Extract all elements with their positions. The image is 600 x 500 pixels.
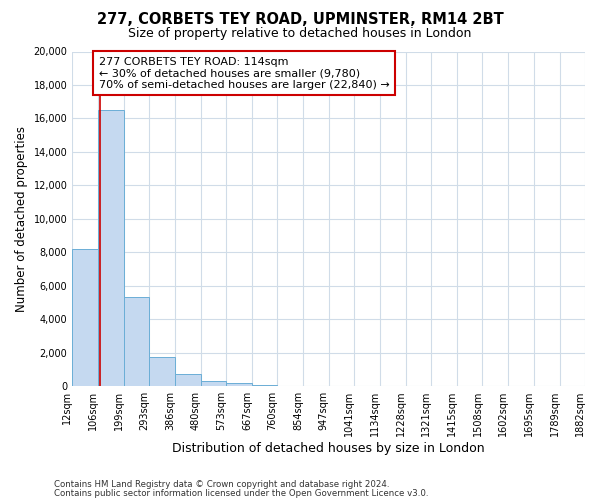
Text: Size of property relative to detached houses in London: Size of property relative to detached ho… — [128, 28, 472, 40]
Text: 277, CORBETS TEY ROAD, UPMINSTER, RM14 2BT: 277, CORBETS TEY ROAD, UPMINSTER, RM14 2… — [97, 12, 503, 28]
Bar — [175, 374, 200, 386]
Bar — [226, 382, 252, 386]
X-axis label: Distribution of detached houses by size in London: Distribution of detached houses by size … — [172, 442, 485, 455]
Bar — [72, 249, 98, 386]
Text: 277 CORBETS TEY ROAD: 114sqm
← 30% of detached houses are smaller (9,780)
70% of: 277 CORBETS TEY ROAD: 114sqm ← 30% of de… — [98, 56, 389, 90]
Bar — [124, 298, 149, 386]
Y-axis label: Number of detached properties: Number of detached properties — [15, 126, 28, 312]
Bar — [149, 357, 175, 386]
Bar — [98, 110, 124, 386]
Text: Contains HM Land Registry data © Crown copyright and database right 2024.: Contains HM Land Registry data © Crown c… — [54, 480, 389, 489]
Bar — [200, 381, 226, 386]
Text: Contains public sector information licensed under the Open Government Licence v3: Contains public sector information licen… — [54, 488, 428, 498]
Bar — [252, 384, 277, 386]
